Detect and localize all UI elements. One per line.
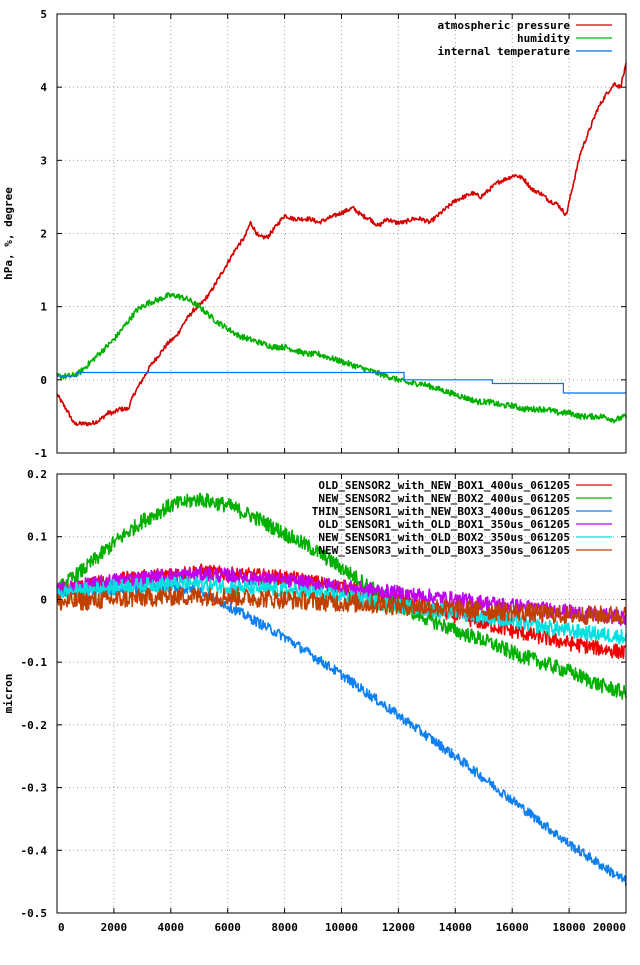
x-tick-label: 10000 [325,921,358,934]
x-tick-label: 2000 [101,921,128,934]
x-tick-label: 14000 [439,921,472,934]
x-tick-label: 12000 [382,921,415,934]
y-tick-label: 5 [40,8,47,21]
x-tick-label: 8000 [271,921,298,934]
series-line-2-5 [56,575,627,645]
y-tick-label: 0.1 [27,531,47,544]
y-tick-label: 2 [40,228,47,241]
series-line-1-3 [57,371,626,394]
y-tick-label: 0 [40,374,47,387]
x-tick-label: 0 [58,921,65,934]
series-line-1-1 [56,62,627,427]
y-tick-label: -0.3 [21,782,48,795]
x-tick-label: 16000 [496,921,529,934]
y-tick-label: -0.4 [21,844,48,857]
x-tick-label: 18000 [553,921,586,934]
y-axis-title: micron [2,674,15,714]
series-line-1-2 [56,292,627,424]
series-line-2-6 [56,586,627,625]
y-tick-label: -0.1 [21,656,48,669]
y-tick-label: 4 [40,81,47,94]
y-tick-label: -0.5 [21,907,48,920]
y-axis-title: hPa, %, degree [2,187,15,280]
legend-label-1-3: internal temperature [438,45,571,58]
legend-label-1-2: humidity [517,32,570,45]
x-tick-label: 4000 [158,921,185,934]
x-tick-label: 6000 [214,921,241,934]
y-tick-label: -1 [34,447,48,460]
y-tick-label: 3 [40,154,47,167]
y-tick-label: 1 [40,301,47,314]
x-tick-label: 20000 [593,921,626,934]
legend-label-2-2: NEW_SENSOR2_with_NEW_BOX2_400us_061205 [318,492,570,505]
series-line-2-2 [56,492,627,700]
legend-label-1-1: atmospheric pressure [438,19,571,32]
y-tick-label: 0.2 [27,468,47,481]
legend-label-2-1: OLD_SENSOR2_with_NEW_BOX1_400us_061205 [318,479,570,492]
legend-label-2-4: OLD_SENSOR1_with_OLD_BOX1_350us_061205 [318,518,570,531]
legend-label-2-6: NEW_SENSOR3_with_OLD_BOX3_350us_061205 [318,544,570,557]
y-tick-label: -0.2 [21,719,48,732]
legend-label-2-5: NEW_SENSOR1_with_OLD_BOX2_350us_061205 [318,531,570,544]
y-tick-label: 0 [40,593,47,606]
legend-label-2-3: THIN_SENSOR1_with_NEW_BOX3_400us_061205 [312,505,570,518]
